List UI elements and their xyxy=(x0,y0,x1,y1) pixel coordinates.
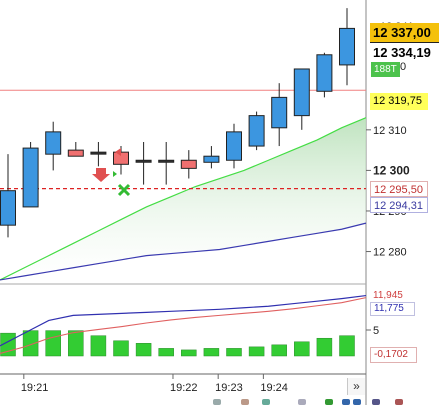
candle-body[interactable] xyxy=(339,27,355,66)
upper-band-line xyxy=(0,117,367,281)
indicator-volume-tag: -0,1702 xyxy=(370,347,417,363)
lower-band-line xyxy=(0,222,367,281)
exit-flag-icon[interactable] xyxy=(115,148,121,156)
indicator-blue-line xyxy=(0,294,367,347)
time-tick-label: 19:22 xyxy=(170,382,198,394)
exit-cross-icon[interactable] xyxy=(117,183,131,197)
volume-bar xyxy=(226,348,242,357)
price-tick-label: 12 310 xyxy=(373,125,407,137)
candle-body[interactable] xyxy=(45,131,62,155)
last-price-tag: 12 337,00 xyxy=(370,23,439,43)
indicator-blue-tag: 11,775 xyxy=(370,302,415,316)
sell-arrow-icon[interactable] xyxy=(92,168,110,182)
volume-bar xyxy=(22,330,39,357)
price-tick-label: 12 280 xyxy=(373,247,407,259)
time-tick-label: 19:24 xyxy=(260,382,288,394)
tray-icon[interactable] xyxy=(395,399,403,405)
candle-body[interactable] xyxy=(67,149,84,157)
time-tick-label: 19:23 xyxy=(215,382,243,394)
volume-bar xyxy=(135,343,152,357)
candle-body[interactable] xyxy=(180,159,197,169)
volume-bar xyxy=(248,346,265,357)
volume-bar xyxy=(316,337,333,357)
candle-body[interactable] xyxy=(316,54,333,92)
tray-icon[interactable] xyxy=(241,399,249,405)
candle-body[interactable] xyxy=(158,159,175,163)
current-price-tag: 12 334,19 xyxy=(370,42,439,61)
tray-icon[interactable] xyxy=(298,399,306,405)
candle-body[interactable] xyxy=(0,190,16,226)
candle-body[interactable] xyxy=(248,115,265,147)
tray-icon[interactable] xyxy=(213,399,221,405)
volume-bar xyxy=(271,344,287,357)
volume-bar xyxy=(45,330,61,357)
bar-timer-badge: 188T xyxy=(371,62,400,77)
indicator-red-line xyxy=(0,297,367,354)
volume-bar xyxy=(181,349,197,357)
tray-icon[interactable] xyxy=(262,399,270,405)
tray-icon[interactable] xyxy=(372,399,380,405)
candle-body[interactable] xyxy=(271,96,288,129)
price-tick-label: 12 300 xyxy=(373,163,410,177)
indicator-tick-label: 5 xyxy=(373,325,379,337)
order-triangle-icon xyxy=(113,171,117,177)
price-tick-label-partial: 0 xyxy=(400,61,406,73)
volume-bar xyxy=(339,335,355,357)
volume-bar xyxy=(203,348,220,357)
candle-body[interactable] xyxy=(90,151,107,155)
volume-bar xyxy=(113,340,129,357)
candle-body[interactable] xyxy=(203,155,220,163)
volume-bar xyxy=(90,335,107,357)
candle-body[interactable] xyxy=(135,159,152,163)
yellow-level-tag[interactable]: 12 319,75 xyxy=(370,93,428,110)
candle-body[interactable] xyxy=(22,147,39,208)
volume-bar xyxy=(294,341,310,357)
red-level-tag[interactable]: 12 295,50 xyxy=(370,181,428,197)
scroll-to-end-button[interactable]: » xyxy=(347,378,365,395)
blue-level-tag[interactable]: 12 294,31 xyxy=(370,197,428,213)
tray-icon[interactable] xyxy=(342,399,350,405)
volume-bar xyxy=(158,348,174,357)
indicator-red-tag: 11,945 xyxy=(373,290,403,301)
tray-icon[interactable] xyxy=(353,399,361,405)
candle-body[interactable] xyxy=(293,68,310,117)
tray-icon[interactable] xyxy=(325,399,333,405)
volume-bar xyxy=(68,330,84,357)
candle-body[interactable] xyxy=(226,131,242,161)
time-tick-label: 19:21 xyxy=(21,382,49,394)
